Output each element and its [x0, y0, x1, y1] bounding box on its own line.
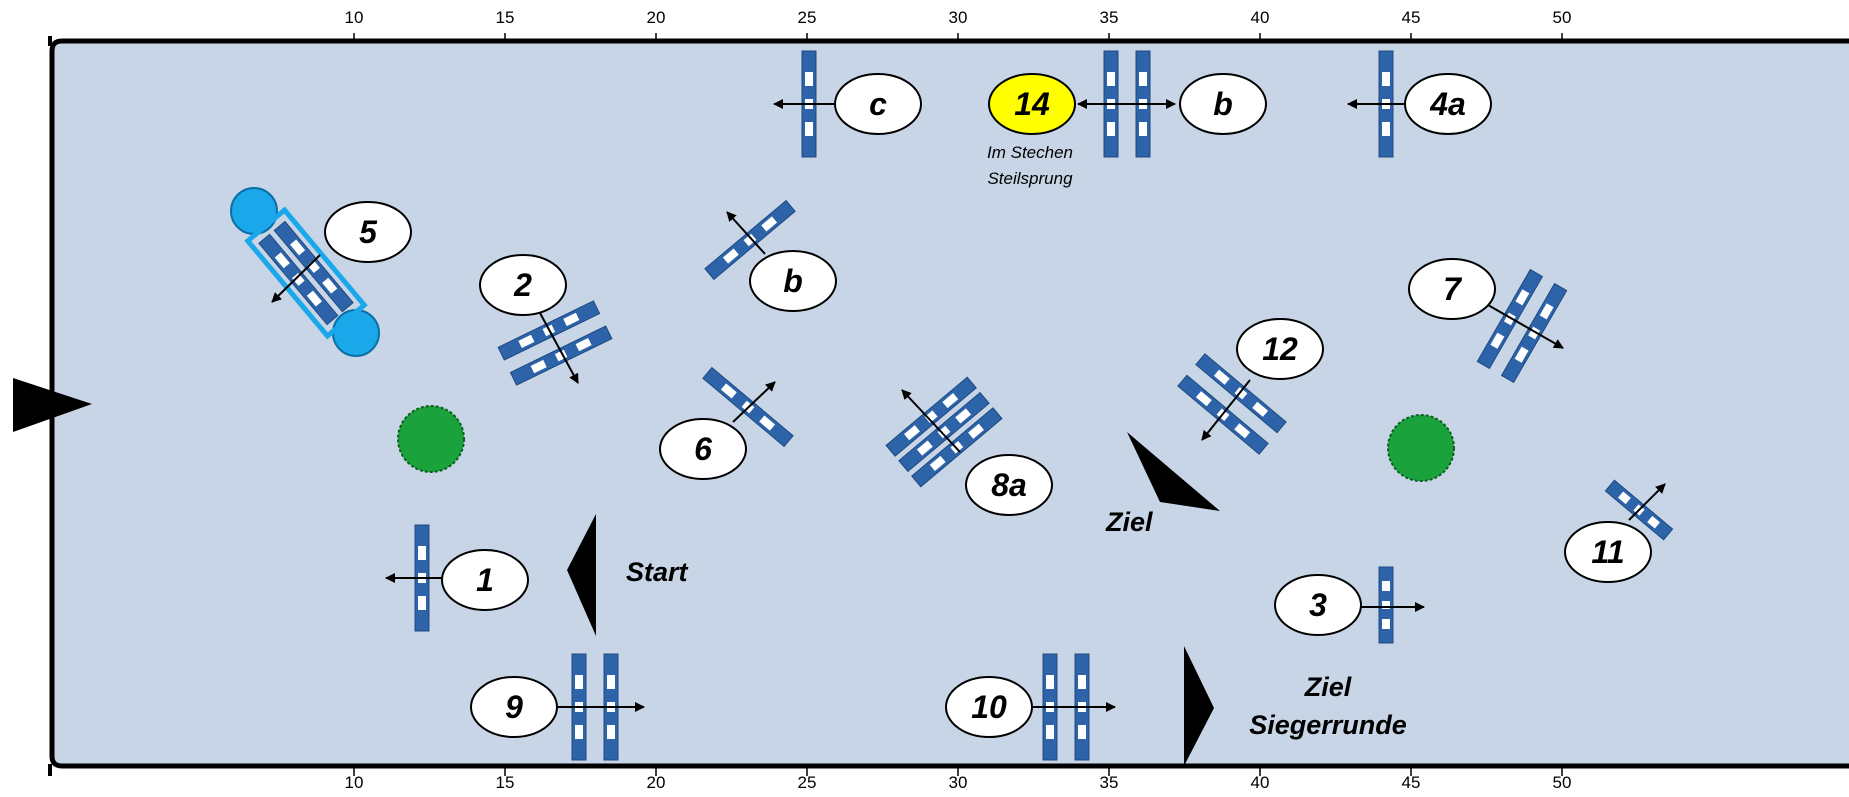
- fence-12: 12: [1177, 318, 1324, 455]
- fence-label: 9: [505, 689, 523, 725]
- fence-label: c: [869, 86, 887, 122]
- scale-tick-label: 35: [1100, 773, 1119, 792]
- finish-marker: Ziel: [1105, 432, 1220, 537]
- scale-tick-label: 25: [798, 773, 817, 792]
- fence-label: 6: [694, 431, 712, 467]
- fence-b-combination: b: [704, 200, 837, 312]
- fence-label: 11: [1591, 534, 1624, 570]
- finish-label: Ziel: [1105, 507, 1153, 537]
- scale-tick-label: 20: [647, 8, 666, 27]
- fence-2: 2: [479, 254, 613, 386]
- finish-jumpoff-label: Ziel: [1304, 672, 1352, 702]
- scale-tick-label: 25: [798, 8, 817, 27]
- scale-tick-label: 30: [949, 773, 968, 792]
- fence-label: 8a: [991, 467, 1027, 503]
- fence-label: 12: [1262, 331, 1298, 367]
- scale-tick-label: 20: [647, 773, 666, 792]
- entrance-triangle-icon: [13, 378, 92, 432]
- jumpoff-note: Im Stechen: [987, 143, 1073, 162]
- fence-label: 5: [359, 214, 378, 250]
- scale-tick-label: 50: [1553, 8, 1572, 27]
- fence-7: 7: [1408, 258, 1568, 383]
- start-marker: Start: [567, 514, 689, 636]
- jumpoff-note: Steilsprung: [987, 169, 1073, 188]
- scale-tick-label: 30: [949, 8, 968, 27]
- fence-label: 2: [513, 267, 532, 303]
- fence-10: 10: [945, 653, 1116, 761]
- water-tray-icon: [332, 309, 380, 357]
- scale-tick-label: 40: [1251, 8, 1270, 27]
- fence-8a: 8a: [885, 376, 1053, 516]
- fence-label: 14: [1014, 86, 1050, 122]
- scale-tick-label: 10: [345, 8, 364, 27]
- fence-label: 3: [1309, 587, 1327, 623]
- fence-11: 11: [1564, 479, 1674, 583]
- fence-5: 5: [230, 187, 412, 357]
- finish-jumpoff-label: Siegerrunde: [1249, 710, 1407, 740]
- fence-1: 1: [385, 524, 529, 632]
- scale-tick-label: 40: [1251, 773, 1270, 792]
- top-scale: 10 15 20 25 30 35 40 45 50: [345, 8, 1572, 40]
- scale-tick-label: 15: [496, 8, 515, 27]
- finish-jumpoff-marker: Ziel Siegerrunde: [1184, 646, 1407, 766]
- water-tray-icon: [230, 187, 278, 235]
- fence-label: b: [783, 263, 803, 299]
- fence-label: 7: [1443, 271, 1463, 307]
- scale-tick-label: 35: [1100, 8, 1119, 27]
- bush-icon: [397, 405, 465, 473]
- scale-tick-label: 50: [1553, 773, 1572, 792]
- bottom-scale: 10 15 20 25 30 35 40 45 50: [345, 768, 1572, 792]
- fence-4a: 4a: [1347, 50, 1492, 158]
- start-label: Start: [626, 557, 689, 587]
- fence-label: b: [1213, 86, 1233, 122]
- scale-tick-label: 15: [496, 773, 515, 792]
- fence-6: 6: [659, 367, 794, 480]
- fence-label: 4a: [1429, 86, 1466, 122]
- bush-icon: [1387, 414, 1455, 482]
- scale-tick-label: 45: [1402, 773, 1421, 792]
- fence-label: 1: [476, 562, 494, 598]
- fence-9: 9: [470, 653, 645, 761]
- fence-label: 10: [971, 689, 1007, 725]
- fence-3: 3: [1274, 566, 1425, 644]
- scale-tick-label: 10: [345, 773, 364, 792]
- fence-c-combination: c: [773, 50, 922, 158]
- fence-14: 14 b Im Stechen Steilsprung: [987, 50, 1267, 188]
- scale-tick-label: 45: [1402, 8, 1421, 27]
